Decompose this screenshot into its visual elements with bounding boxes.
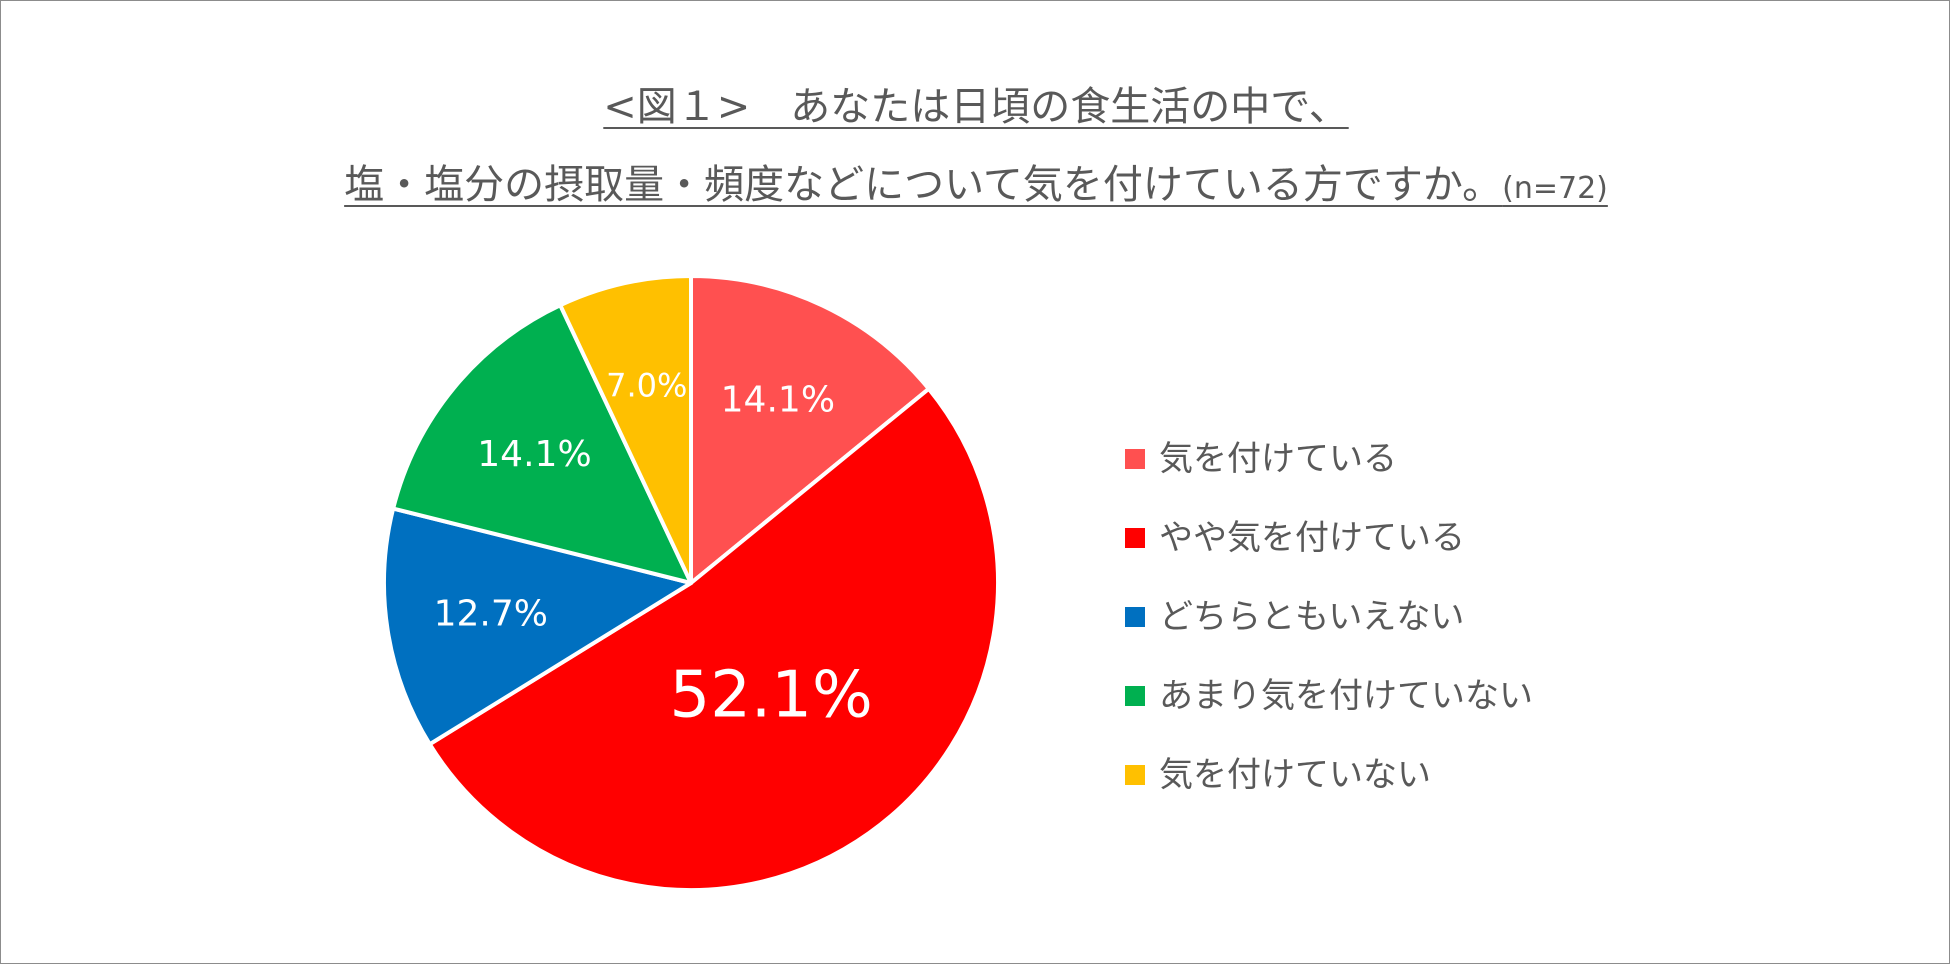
chart-title-line-2: 塩・塩分の摂取量・頻度などについて気を付けている方ですか。(n=72) (1, 165, 1950, 205)
pie-slice-1 (689, 274, 931, 585)
legend: 気を付けているやや気を付けている どちらともいえないあまり気を付けていない 気を付け… (1125, 419, 1533, 814)
legend-swatch-5 (1125, 764, 1145, 785)
legend-label-1: 気を付けている (1159, 438, 1397, 479)
data-label-5: 7.0% (606, 366, 687, 404)
chart-title-line-1-text: <図１> あなたは日頃の食生活の中で、 (603, 84, 1349, 130)
sample-size-label: (n=72) (1502, 171, 1608, 206)
legend-swatch-4 (1125, 685, 1145, 706)
pie-slice-2 (427, 386, 1000, 892)
legend-label-4: あまり気を付けていない (1159, 675, 1533, 716)
legend-label-2: やや気を付けている (1159, 517, 1465, 558)
legend-item-1: 気を付けている (1125, 419, 1533, 498)
legend-swatch-3 (1125, 606, 1145, 627)
chart-title-line-2-text: 塩・塩分の摂取量・頻度などについて気を付けている方ですか。 (344, 162, 1503, 208)
legend-swatch-2 (1125, 527, 1145, 548)
legend-item-4: あまり気を付けていない (1125, 656, 1533, 735)
legend-label-3: どちらともいえない (1159, 596, 1465, 637)
data-label-1: 14.1% (721, 379, 835, 420)
pie-slice-5 (558, 274, 693, 585)
pie-slice-3 (382, 506, 693, 747)
legend-label-5: 気を付けていない (1159, 754, 1431, 795)
data-label-2: 52.1% (669, 659, 872, 733)
legend-item-2: やや気を付けている (1125, 498, 1533, 577)
data-label-4: 14.1% (477, 434, 591, 475)
legend-item-5: 気を付けていない (1125, 735, 1533, 814)
pie-slice-4 (391, 303, 693, 585)
chart-title-line-1: <図１> あなたは日頃の食生活の中で、 (1, 87, 1950, 127)
legend-item-3: どちらともいえない (1125, 577, 1533, 656)
legend-swatch-1 (1125, 448, 1145, 469)
data-label-3: 12.7% (434, 594, 548, 635)
